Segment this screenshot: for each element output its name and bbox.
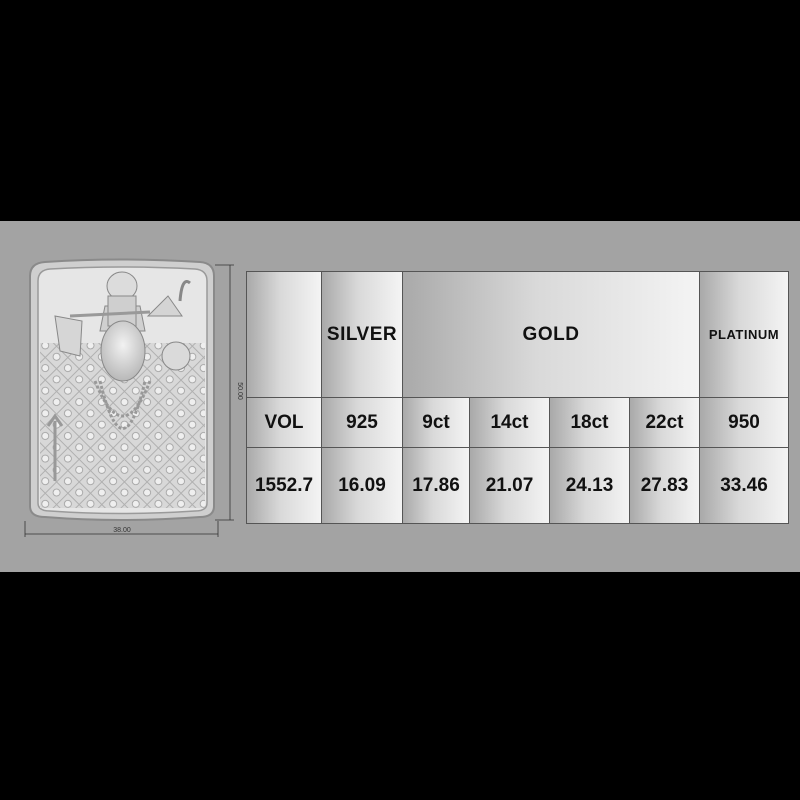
purity-cell: 925 [321,397,403,448]
width-dimension: 38.00 [113,527,131,534]
purity-cell: 18ct [549,397,630,448]
value-cell: 27.83 [629,447,700,524]
purity-cell: 9ct [402,397,470,448]
value-cell: 17.86 [402,447,470,524]
product-panel: 38.00 50.00 SILVER GOLD PLATINUM VOL 925… [0,221,800,572]
dimension-lines [24,264,234,537]
value-cell: 1552.7 [246,447,322,524]
purity-cell: 950 [699,397,789,448]
deity-figure [46,271,191,481]
value-cell: 24.13 [549,447,630,524]
purity-cell: 14ct [469,397,550,448]
value-cell: 33.46 [699,447,789,524]
header-blank [246,271,322,398]
metal-weight-table: SILVER GOLD PLATINUM VOL 925 9ct 14ct 18… [246,271,789,524]
value-cell: 21.07 [469,447,550,524]
purity-cell: 22ct [629,397,700,448]
height-dimension: 50.00 [236,382,243,400]
header-silver: SILVER [321,271,403,398]
header-gold: GOLD [402,271,700,398]
purity-cell: VOL [246,397,322,448]
header-platinum: PLATINUM [699,271,789,398]
value-cell: 16.09 [321,447,403,524]
pendant-drawing: 38.00 50.00 [24,258,243,537]
